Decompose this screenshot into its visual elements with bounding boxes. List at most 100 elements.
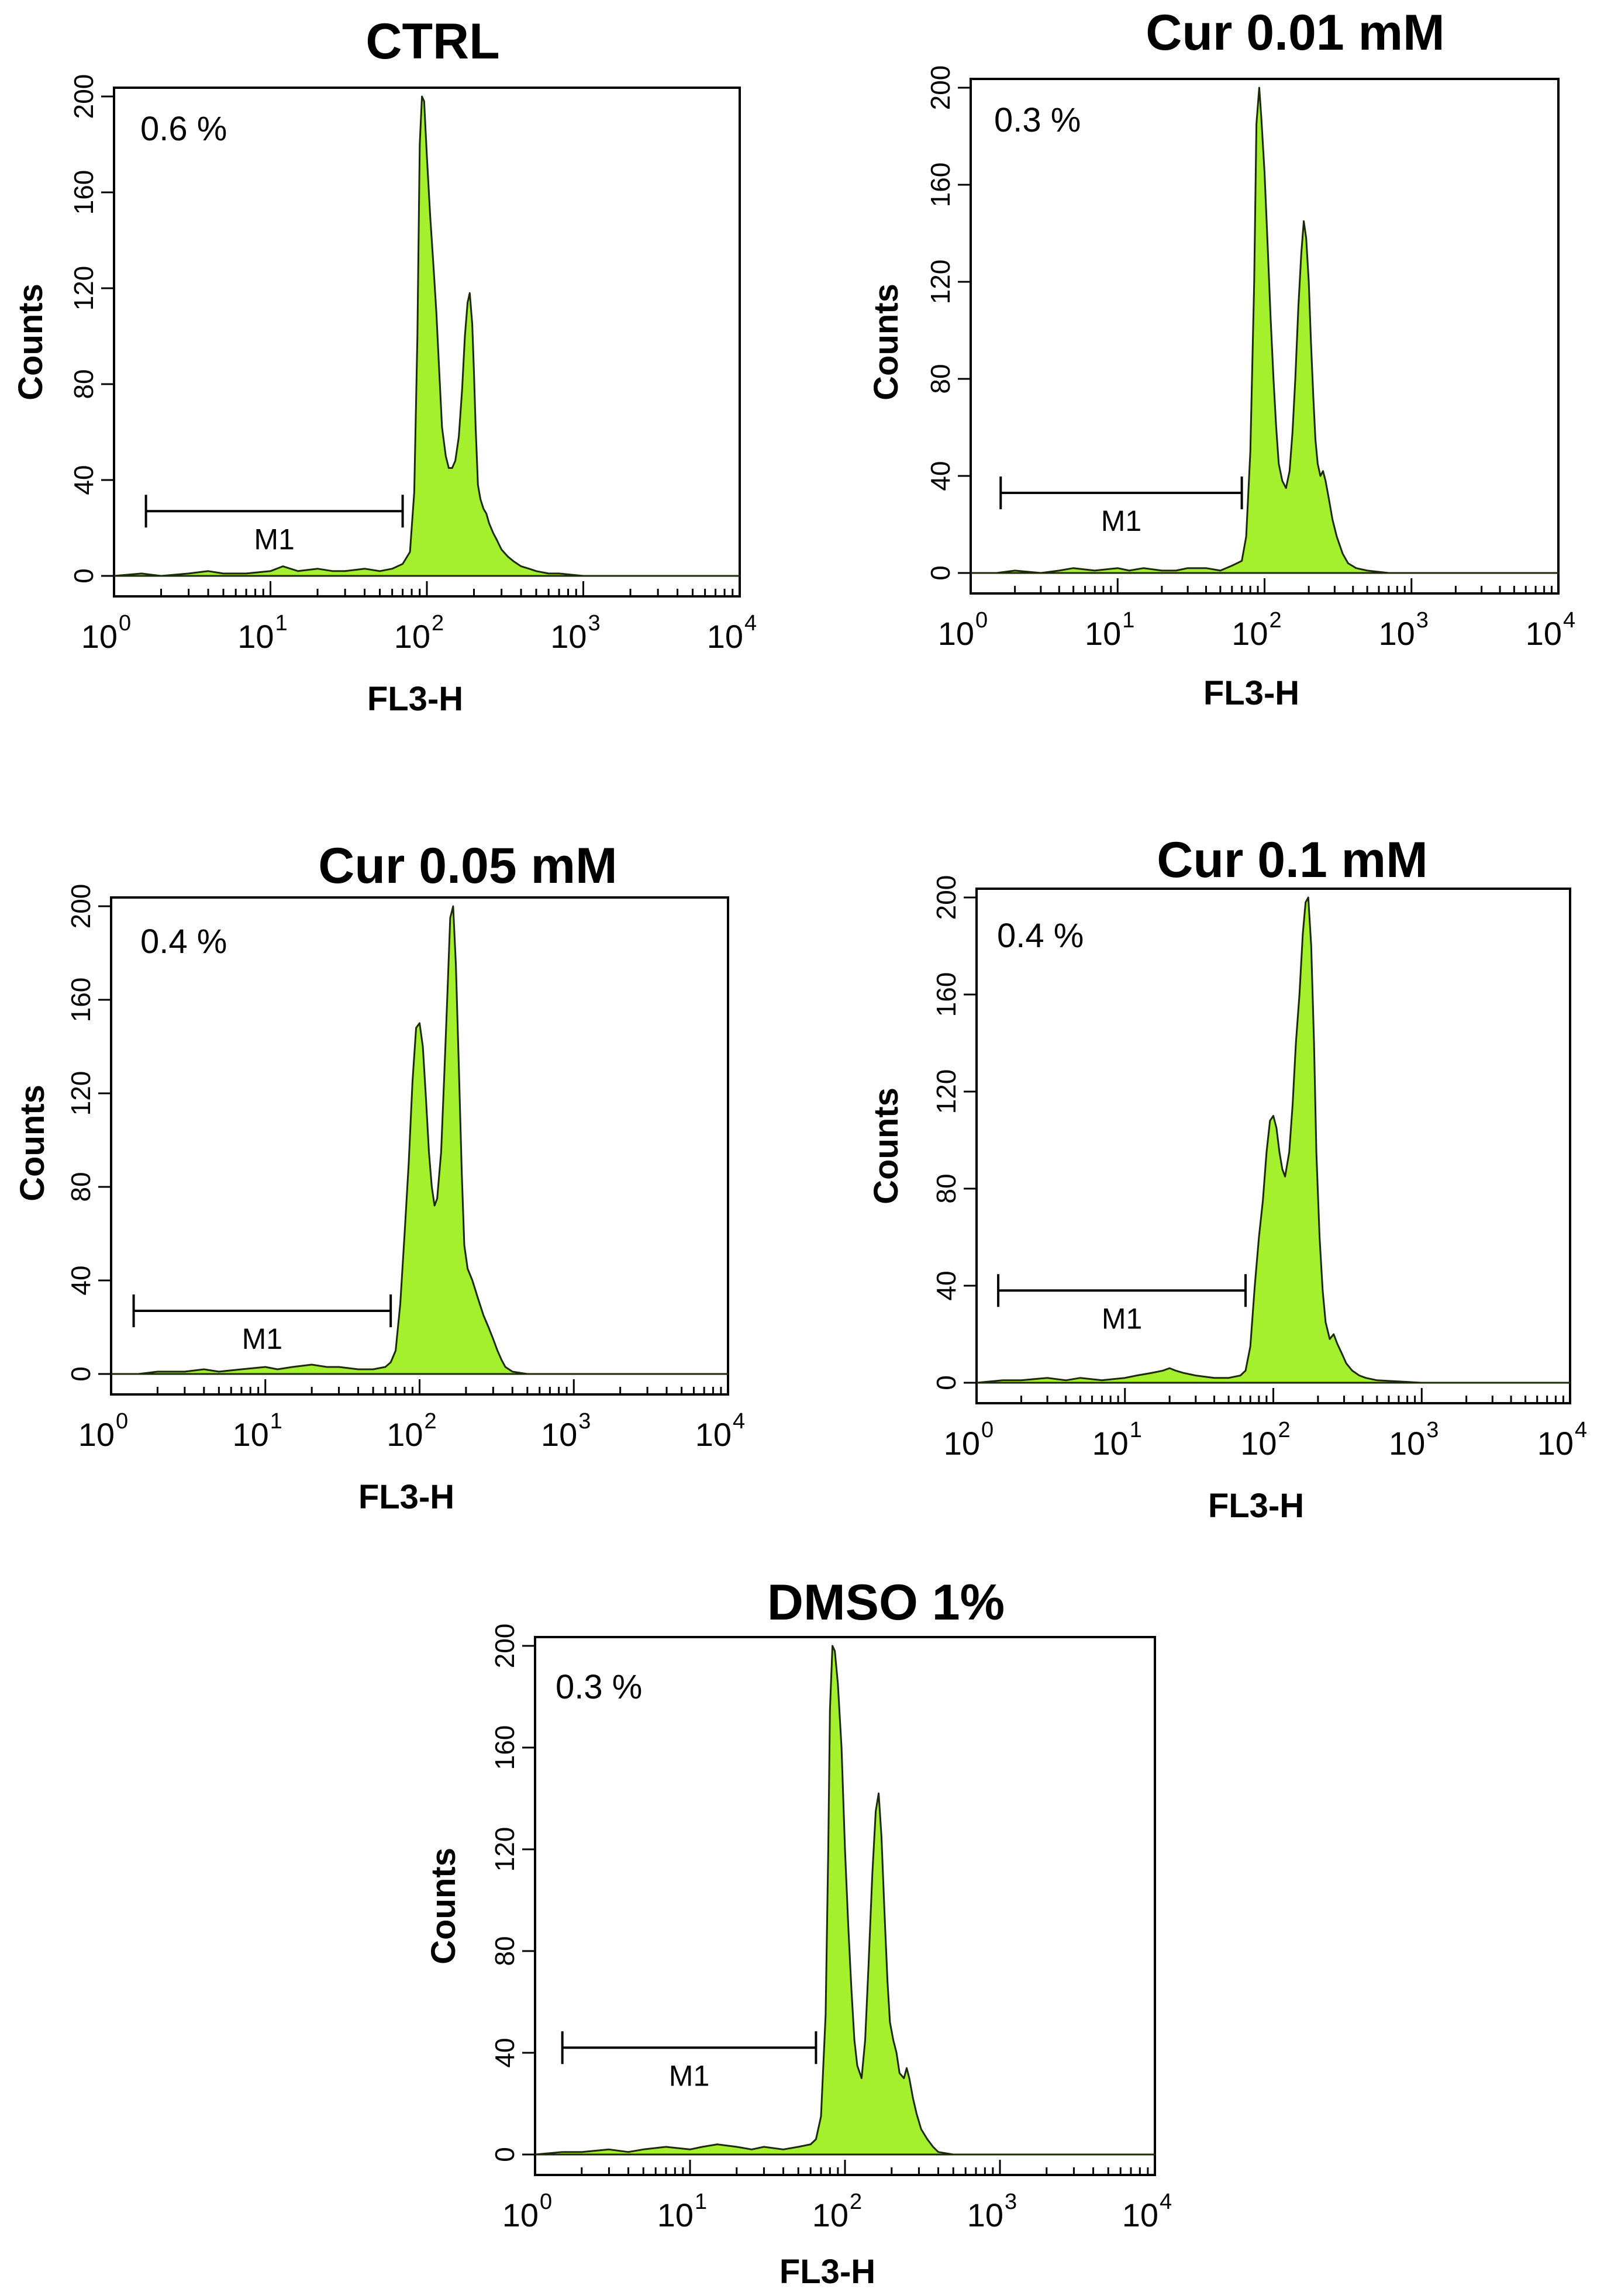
x-tick-exponent: 0 (119, 611, 131, 636)
x-tick-label: 10 (1232, 615, 1268, 652)
y-tick-label: 120 (489, 1827, 520, 1872)
x-tick-exponent: 2 (425, 1409, 437, 1434)
x-axis-label: FL3-H (779, 2253, 875, 2291)
y-axis: 0 40 80 120 160 200 (68, 74, 114, 584)
y-tick-label: 120 (931, 1069, 961, 1114)
gate-label: M1 (242, 1323, 282, 1355)
y-tick-label: 200 (925, 65, 955, 111)
x-tick-exponent: 3 (1416, 608, 1429, 633)
y-axis: 0 40 80 120 160 200 (925, 65, 971, 581)
y-axis-label: Counts (867, 1087, 905, 1204)
x-axis-label: FL3-H (1208, 1487, 1304, 1525)
panel-title: Cur 0.05 mM (318, 838, 617, 894)
x-tick-label: 10 (938, 615, 974, 652)
histogram-area (970, 87, 1560, 574)
x-tick-label: 10 (695, 1416, 732, 1453)
percentage-annotation: 0.3 % (994, 101, 1081, 139)
x-tick-exponent: 1 (695, 2190, 707, 2214)
x-tick-exponent: 2 (850, 2190, 862, 2214)
y-tick-label: 160 (489, 1725, 520, 1770)
x-tick-label: 10 (78, 1416, 115, 1453)
x-tick-exponent: 1 (1122, 608, 1134, 633)
x-tick-label: 10 (1389, 1425, 1425, 1462)
m1-gate: M1 (132, 1294, 392, 1355)
x-tick-exponent: 1 (270, 1409, 282, 1434)
histogram-area (110, 905, 729, 1375)
x-tick-label: 10 (394, 618, 430, 655)
y-tick-label: 0 (68, 568, 99, 584)
y-tick-label: 80 (68, 369, 99, 399)
x-tick-label: 10 (944, 1425, 980, 1462)
x-axis: 10 0 10 1 10 2 10 3 10 4 (944, 1388, 1587, 1462)
x-tick-exponent: 4 (1160, 2190, 1172, 2214)
x-tick-exponent: 3 (1005, 2190, 1017, 2214)
panel-title: Cur 0.01 mM (1146, 5, 1444, 61)
y-axis-label: Counts (867, 284, 905, 400)
x-tick-exponent: 1 (275, 611, 288, 636)
x-tick-label: 10 (237, 618, 274, 655)
y-tick-label: 40 (65, 1265, 96, 1295)
percentage-annotation: 0.4 % (997, 917, 1084, 955)
x-tick-exponent: 2 (1270, 608, 1282, 633)
x-tick-label: 10 (1240, 1425, 1277, 1462)
x-tick-label: 10 (502, 2197, 539, 2233)
x-axis: 10 0 10 1 10 2 10 3 10 4 (938, 578, 1575, 652)
x-tick-label: 10 (232, 1416, 268, 1453)
x-tick-exponent: 2 (1278, 1418, 1291, 1442)
m1-gate: M1 (561, 2031, 817, 2092)
y-tick-label: 120 (65, 1071, 96, 1116)
y-tick-label: 160 (925, 163, 955, 208)
x-axis-label: FL3-H (1203, 674, 1299, 712)
x-tick-exponent: 0 (540, 2190, 552, 2214)
x-tick-label: 10 (541, 1416, 577, 1453)
x-tick-label: 10 (387, 1416, 423, 1453)
x-tick-label: 10 (1378, 615, 1415, 652)
percentage-annotation: 0.6 % (140, 110, 227, 148)
panel-title: DMSO 1% (767, 1575, 1005, 1631)
y-tick-label: 0 (65, 1366, 96, 1382)
x-tick-exponent: 3 (578, 1409, 591, 1434)
x-tick-label: 10 (81, 618, 118, 655)
x-tick-label: 10 (657, 2197, 694, 2233)
y-tick-label: 80 (489, 1936, 520, 1966)
x-tick-label: 10 (1085, 615, 1121, 652)
m1-gate: M1 (997, 1274, 1247, 1335)
y-tick-label: 160 (68, 170, 99, 215)
x-tick-exponent: 2 (432, 611, 444, 636)
y-tick-label: 200 (931, 875, 961, 920)
y-tick-label: 160 (65, 978, 96, 1023)
x-axis-label: FL3-H (367, 680, 463, 718)
y-tick-label: 200 (65, 884, 96, 929)
x-axis-label: FL3-H (358, 1478, 454, 1516)
gate-label: M1 (254, 523, 294, 555)
gate-label: M1 (669, 2059, 709, 2092)
x-tick-exponent: 4 (744, 611, 757, 636)
y-tick-label: 0 (489, 2147, 520, 2162)
y-tick-label: 40 (489, 2038, 520, 2067)
y-axis-label: Counts (13, 1085, 51, 1201)
histogram-area (975, 896, 1571, 1384)
y-tick-label: 120 (925, 260, 955, 305)
x-tick-label: 10 (812, 2197, 848, 2233)
gate-label: M1 (1101, 505, 1141, 537)
histogram-area (113, 95, 741, 577)
x-tick-exponent: 4 (733, 1409, 745, 1434)
x-tick-label: 10 (1526, 615, 1562, 652)
y-axis-label: Counts (425, 1848, 463, 1964)
x-tick-label: 10 (967, 2197, 1003, 2233)
x-tick-exponent: 3 (1426, 1418, 1439, 1442)
y-tick-label: 200 (68, 74, 99, 119)
x-tick-exponent: 0 (116, 1409, 128, 1434)
y-tick-label: 80 (931, 1173, 961, 1203)
x-axis: 10 0 10 1 10 2 10 3 10 4 (502, 2160, 1172, 2233)
x-axis: 10 0 10 1 10 2 10 3 10 4 (78, 1379, 745, 1453)
y-tick-label: 40 (68, 465, 99, 495)
y-tick-label: 160 (931, 972, 961, 1017)
gate-label: M1 (1102, 1302, 1142, 1335)
percentage-annotation: 0.4 % (140, 923, 227, 961)
y-tick-label: 80 (65, 1172, 96, 1201)
